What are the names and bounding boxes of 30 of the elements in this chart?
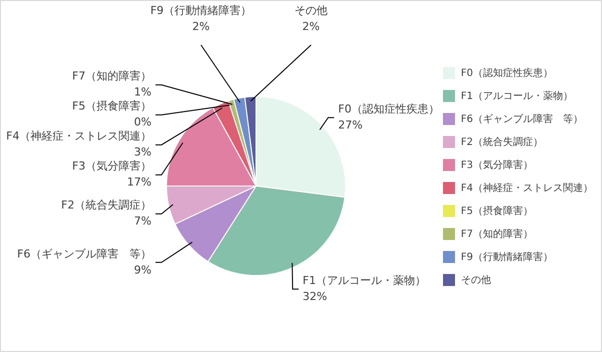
data-label: 17% bbox=[127, 176, 152, 189]
slice-label: F0（認知症性疾患） bbox=[338, 102, 440, 116]
legend-label: F9（行動情緒障害） bbox=[460, 250, 553, 264]
slice-label: その他 bbox=[294, 4, 328, 17]
slice-label: F1（アルコール・薬物） bbox=[302, 274, 426, 287]
legend-label: F3（気分障害） bbox=[460, 158, 533, 172]
data-label: 2% bbox=[192, 20, 210, 33]
data-label: 1% bbox=[134, 86, 152, 99]
slice-label: F6（ギャンブル障害 等） bbox=[17, 247, 152, 260]
data-label: 9% bbox=[134, 263, 152, 276]
legend-label: F1（アルコール・薬物） bbox=[460, 90, 573, 102]
data-label: 7% bbox=[134, 214, 152, 228]
legend-label: F6（ギャンブル障害 等） bbox=[460, 112, 583, 126]
legend-label: F2（統合失調症） bbox=[460, 136, 543, 148]
slice-label: F3（気分障害） bbox=[72, 160, 152, 173]
slice-label: F2（統合失調症） bbox=[61, 198, 152, 212]
slice-label: F4（神経症・ストレス関連） bbox=[6, 130, 152, 143]
legend-label: F0（認知症性疾患） bbox=[460, 66, 553, 80]
legend-label: F7（知的障害） bbox=[460, 228, 533, 240]
legend-label: その他 bbox=[460, 274, 491, 286]
slice-label: F9（行動情緒障害） bbox=[150, 4, 252, 17]
data-label: 2% bbox=[302, 20, 320, 33]
data-label: 32% bbox=[302, 290, 328, 303]
slice-label: F7（知的障害） bbox=[72, 70, 152, 83]
category-label: F5（摂食障害） bbox=[72, 100, 152, 113]
text: 0% bbox=[134, 116, 152, 129]
data-label: 3% bbox=[134, 146, 152, 159]
legend-label: F4（神経症・ストレス関連） bbox=[460, 182, 593, 194]
legend-label: F5（摂食障害） bbox=[460, 204, 533, 218]
data-label: 27% bbox=[338, 118, 363, 132]
